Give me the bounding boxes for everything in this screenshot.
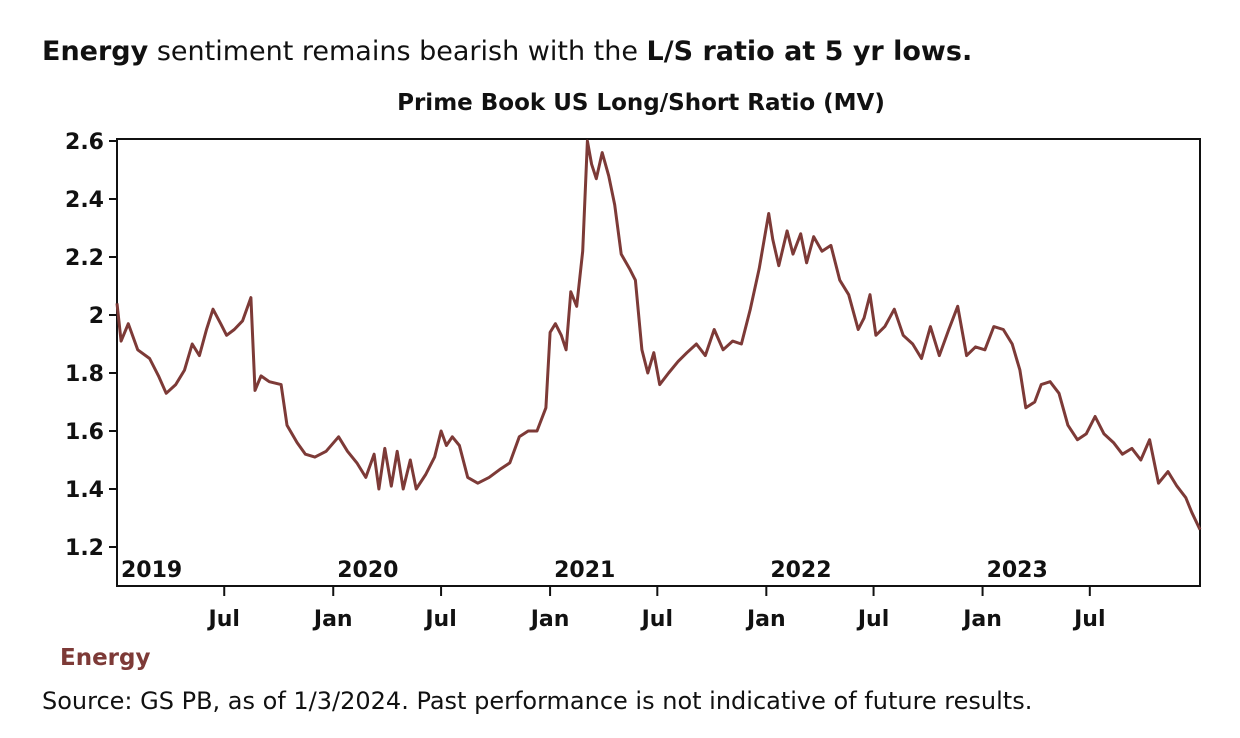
y-tick-label: 2.4 <box>65 188 104 213</box>
source-note: Source: GS PB, as of 1/3/2024. Past perf… <box>42 687 1033 715</box>
headline-text: sentiment remains bearish with the <box>148 36 647 67</box>
x-tick-label: Jul <box>640 607 673 632</box>
x-axis: Jul Jan Jul Jan Jul Jan Jul Jan Jul 2019 2020 2021 2… <box>121 558 1105 632</box>
headline-bold-conclusion: L/S ratio at 5 yr lows. <box>646 36 973 67</box>
x-tick-label: Jul <box>1072 607 1105 632</box>
y-tick-label: 2 <box>89 304 104 329</box>
y-tick-label: 2.2 <box>65 246 104 271</box>
y-tick-label: 1.6 <box>65 420 104 445</box>
year-label: 2021 <box>554 558 615 583</box>
y-tick-label: 1.2 <box>65 536 104 561</box>
y-tick-label: 2.6 <box>65 130 104 155</box>
headline-bold-subject: Energy <box>42 36 149 67</box>
year-label: 2022 <box>770 558 831 583</box>
x-tick-label: Jan <box>961 607 1002 632</box>
series-layer <box>115 139 1202 531</box>
x-tick-label: Jan <box>529 607 570 632</box>
series-line-energy <box>115 139 1202 531</box>
x-tick-label: Jan <box>312 607 353 632</box>
line-chart: Prime Book US Long/Short Ratio (MV) 1.21… <box>60 90 1202 671</box>
legend-series-label: Energy <box>60 645 150 671</box>
headline: Energy sentiment remains bearish with th… <box>42 34 972 70</box>
x-tick-label: Jan <box>745 607 786 632</box>
chart-title: Prime Book US Long/Short Ratio (MV) <box>397 90 885 116</box>
x-tick-label: Jul <box>207 607 240 632</box>
y-axis: 1.2 1.4 1.6 1.8 2 2.2 2.4 2.6 <box>65 130 117 561</box>
plot-frame <box>116 138 1201 587</box>
year-label: 2019 <box>121 558 182 583</box>
x-tick-label: Jul <box>856 607 889 632</box>
y-tick-label: 1.8 <box>65 362 104 387</box>
year-label: 2023 <box>987 558 1048 583</box>
x-tick-label: Jul <box>423 607 456 632</box>
y-tick-label: 1.4 <box>65 478 104 503</box>
year-label: 2020 <box>337 558 398 583</box>
